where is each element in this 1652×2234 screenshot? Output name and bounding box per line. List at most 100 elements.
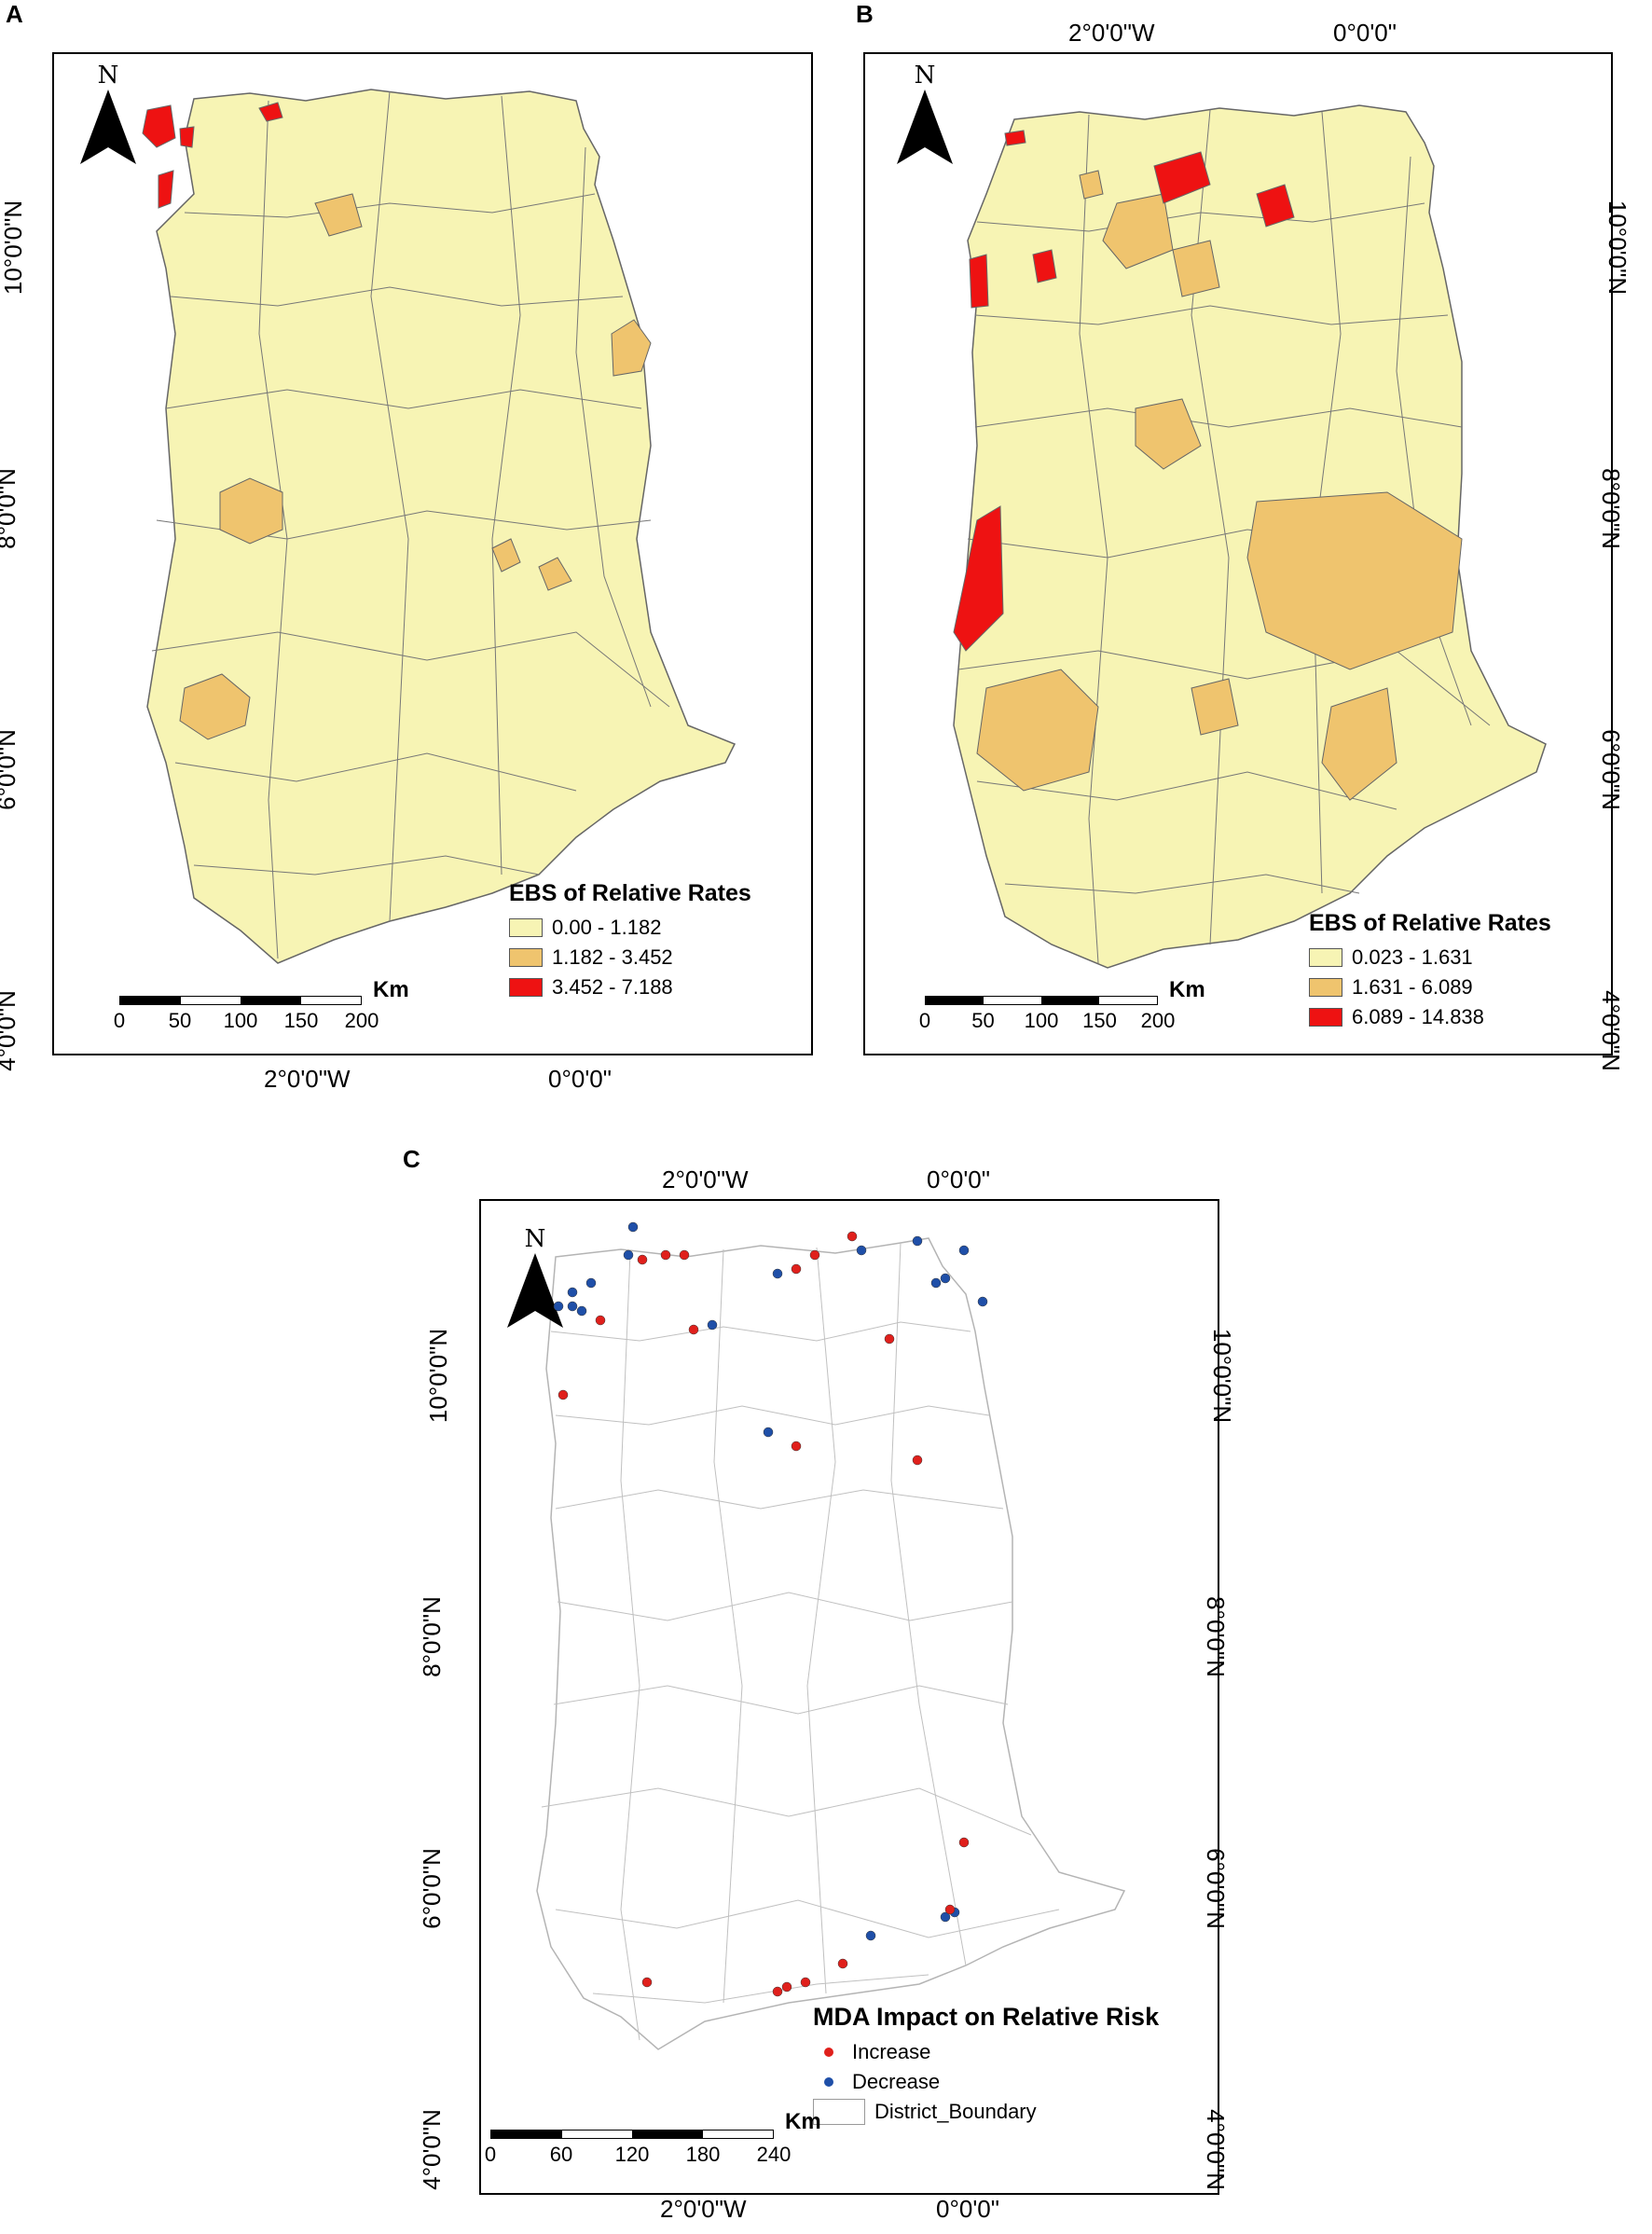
scale-bar-graphic — [925, 996, 1158, 1005]
decrease-point — [865, 1930, 876, 1941]
panel-c-legend-title: MDA Impact on Relative Risk — [813, 2003, 1160, 2031]
scale-tick: 60 — [549, 2143, 573, 2166]
panel-b-north-letter: N — [914, 62, 936, 90]
scale-tick: 100 — [1024, 1009, 1059, 1032]
panel-a-legend-row: 0.00 - 1.182 — [509, 913, 751, 943]
panel-c-coord-bottom-x2: 0°0'0" — [936, 2195, 999, 2223]
panel-a-legend: EBS of Relative Rates 0.00 - 1.182 1.182… — [509, 880, 751, 1002]
panel-a-coord-y4: 4°0'0"N — [0, 990, 21, 1071]
panel-a-coord-y2: 8°0'0"N — [0, 468, 21, 549]
scale-tick: 200 — [344, 1009, 379, 1032]
panel-c-north-letter: N — [524, 1225, 546, 1253]
increase-point — [558, 1389, 569, 1400]
decrease-point — [707, 1319, 718, 1331]
panel-c-district-lines — [541, 1242, 1060, 2041]
panel-a-scale-bar: 0 50 100 150 200 Km — [114, 977, 409, 1033]
decrease-point — [585, 1277, 597, 1289]
panel-b-coord-top-x2: 0°0'0" — [1333, 19, 1397, 47]
panel-b-legend-row: 1.631 - 6.089 — [1309, 972, 1551, 1002]
decrease-point — [772, 1268, 783, 1279]
increase-point — [641, 1977, 653, 1988]
north-arrow-icon — [507, 1253, 563, 1328]
scale-tick: 120 — [614, 2143, 650, 2166]
panel-c-north-arrow: N — [507, 1225, 563, 1332]
scale-unit: Km — [373, 977, 409, 1002]
scale-tick: 50 — [971, 1009, 995, 1032]
panel-a-highlighted-districts — [142, 102, 652, 740]
legend-label: District_Boundary — [874, 2100, 1037, 2123]
legend-swatch — [509, 918, 543, 937]
decrease-point — [930, 1277, 942, 1289]
panel-c-coord-y4: 4°0'0"N — [417, 2109, 446, 2190]
increase-point — [958, 1837, 970, 1848]
legend-label: 1.631 - 6.089 — [1352, 975, 1473, 999]
scale-tick: 0 — [484, 2143, 497, 2166]
panel-a-legend-row: 3.452 - 7.188 — [509, 972, 751, 1002]
panel-c-map-frame: N MDA Impact on Relative Risk Increase D… — [479, 1199, 1219, 2195]
panel-a-district-lines — [151, 90, 670, 959]
legend-swatch — [1309, 1008, 1342, 1027]
scale-tick: 0 — [918, 1009, 931, 1032]
panel-a-north-arrow: N — [80, 62, 136, 169]
scale-tick: 100 — [223, 1009, 258, 1032]
north-arrow-icon — [897, 90, 953, 164]
panel-c-scale-bar: 0 60 120 180 240 Km — [485, 2109, 821, 2167]
decrease-point — [856, 1245, 867, 1256]
district-boundary-swatch — [813, 2099, 865, 2125]
panel-b-north-arrow: N — [897, 62, 953, 169]
scale-bar-graphic — [119, 996, 362, 1005]
scale-tick: 180 — [685, 2143, 721, 2166]
panel-c-coord-top-x2: 0°0'0" — [927, 1165, 990, 1193]
panel-b-ghana-map — [953, 104, 1547, 969]
increase-point — [944, 1904, 956, 1915]
panel-a-coord-y3: 6°0'0"N — [0, 729, 21, 810]
legend-swatch — [1309, 948, 1342, 967]
decrease-point — [958, 1245, 970, 1256]
increase-point — [837, 1958, 848, 1969]
panel-c-legend-row: Increase — [813, 2037, 1159, 2067]
north-arrow-icon — [80, 90, 136, 164]
decrease-dot-icon — [824, 2077, 833, 2087]
scale-tick: 150 — [283, 1009, 319, 1032]
decrease-point — [940, 1911, 951, 1923]
panel-a-legend-row: 1.182 - 3.452 — [509, 943, 751, 972]
decrease-point — [553, 1301, 564, 1312]
panel-c-coord-top-x1: 2°0'0"W — [662, 1165, 749, 1193]
decrease-point — [627, 1221, 639, 1233]
panel-b-coord-y4: 4°0'0"N — [1596, 990, 1625, 1071]
panel-b-district-lines — [957, 109, 1491, 964]
panel-b-coord-y3: 6°0'0"N — [1596, 729, 1625, 810]
scale-tick: 150 — [1082, 1009, 1117, 1032]
decrease-point — [912, 1235, 923, 1247]
legend-swatch — [509, 948, 543, 967]
panel-b-legend-row: 0.023 - 1.631 — [1309, 943, 1551, 972]
panel-b-scale-bar: 0 50 100 150 200 Km — [919, 977, 1205, 1033]
panel-c-legend-row: District_Boundary — [813, 2097, 1159, 2127]
legend-label: 3.452 - 7.188 — [552, 975, 673, 999]
legend-swatch — [1309, 978, 1342, 997]
scale-tick: 200 — [1140, 1009, 1176, 1032]
decrease-point — [977, 1296, 988, 1307]
scale-tick: 240 — [756, 2143, 792, 2166]
panel-c-ghana-map — [536, 1237, 1126, 2050]
panel-a-country-shape — [146, 89, 737, 964]
panel-c-legend-row: Decrease — [813, 2067, 1159, 2097]
panel-c-letter: C — [403, 1145, 420, 1173]
legend-label: Decrease — [852, 2070, 941, 2093]
increase-point — [781, 1981, 792, 1993]
panel-a-north-letter: N — [97, 62, 119, 90]
scale-unit: Km — [1169, 977, 1205, 1002]
increase-point — [772, 1986, 783, 1997]
panel-c-legend: MDA Impact on Relative Risk Increase Dec… — [813, 2003, 1159, 2127]
panel-b-coord-y1: 10°0'0"N — [1604, 200, 1632, 296]
panel-b-legend-title: EBS of Relative Rates — [1309, 910, 1551, 936]
legend-label: 6.089 - 14.838 — [1352, 1005, 1484, 1028]
panel-b-letter: B — [856, 0, 874, 28]
increase-point — [688, 1324, 699, 1335]
increase-point — [912, 1455, 923, 1466]
increase-point — [800, 1977, 811, 1988]
increase-point — [884, 1333, 895, 1345]
increase-point — [660, 1249, 671, 1261]
panel-a-legend-title: EBS of Relative Rates — [509, 880, 751, 906]
panel-a-letter: A — [6, 0, 23, 28]
